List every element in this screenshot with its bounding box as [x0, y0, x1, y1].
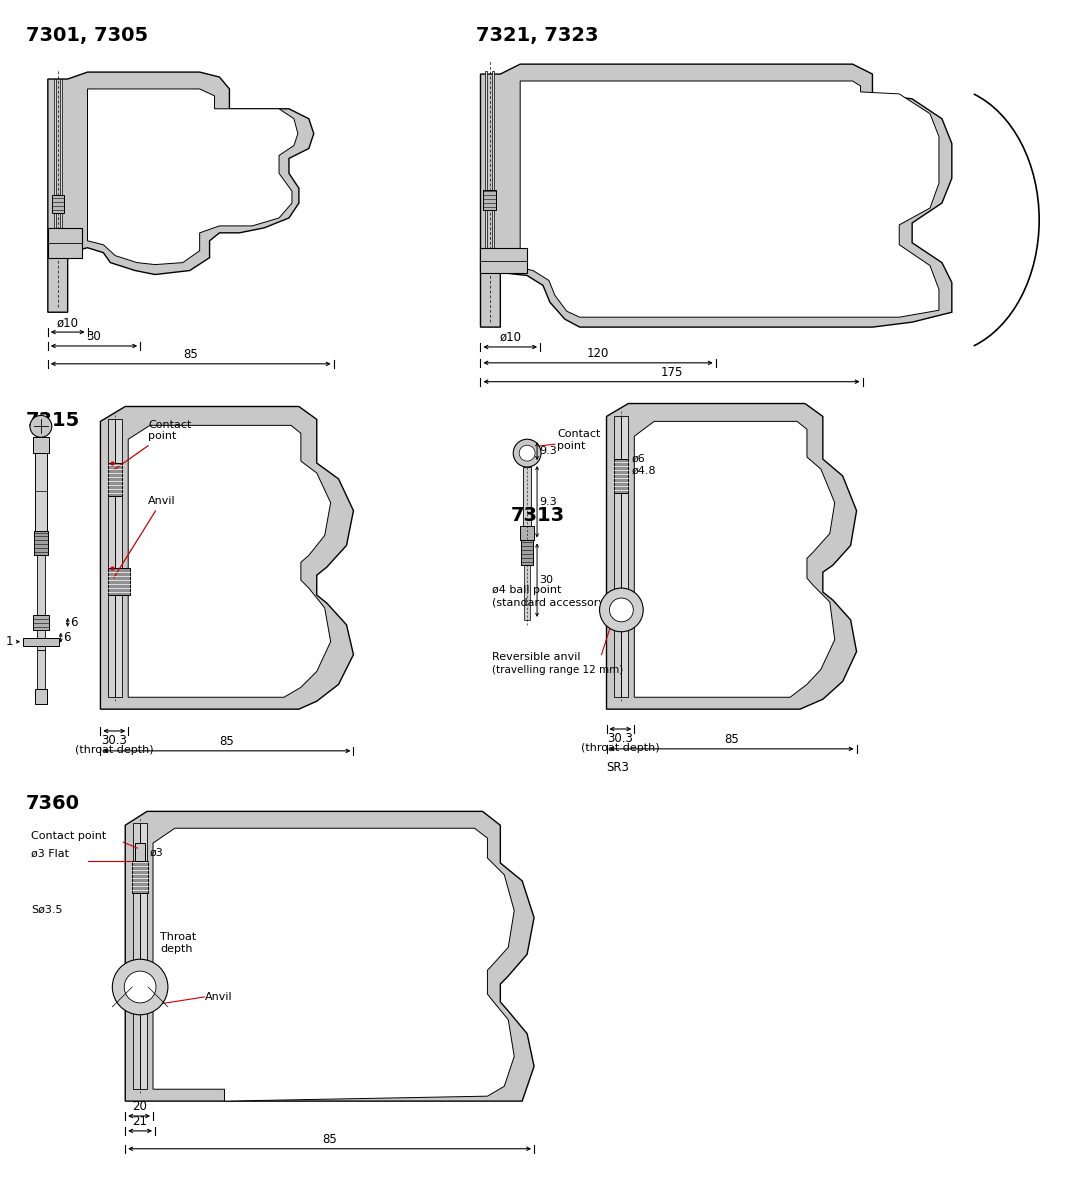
Text: point: point — [557, 442, 585, 451]
Text: ø3 Flat: ø3 Flat — [31, 848, 68, 859]
Polygon shape — [35, 454, 47, 530]
Text: Anvil: Anvil — [114, 496, 176, 577]
Circle shape — [30, 415, 52, 437]
Text: ø6: ø6 — [631, 454, 645, 464]
Text: 21: 21 — [132, 1115, 148, 1128]
Polygon shape — [135, 844, 146, 860]
Polygon shape — [520, 82, 939, 317]
Polygon shape — [37, 556, 45, 614]
Circle shape — [599, 588, 643, 631]
Polygon shape — [100, 407, 353, 709]
Text: (throat depth): (throat depth) — [581, 743, 659, 752]
Polygon shape — [480, 64, 951, 328]
Circle shape — [124, 971, 156, 1003]
Text: 30: 30 — [87, 330, 101, 343]
Polygon shape — [132, 860, 148, 893]
Text: 85: 85 — [724, 733, 738, 746]
Text: ø4.8: ø4.8 — [631, 466, 656, 476]
Polygon shape — [52, 196, 64, 212]
Polygon shape — [34, 530, 48, 556]
Polygon shape — [115, 419, 123, 697]
Polygon shape — [140, 823, 147, 1090]
Text: Reversible anvil: Reversible anvil — [492, 652, 581, 661]
Polygon shape — [23, 637, 59, 646]
Polygon shape — [134, 823, 140, 1090]
Text: Throat
depth: Throat depth — [160, 932, 197, 954]
Text: SR3: SR3 — [606, 761, 630, 774]
Polygon shape — [125, 811, 534, 1102]
Circle shape — [112, 959, 168, 1015]
Text: 9.3: 9.3 — [539, 446, 557, 456]
Polygon shape — [109, 569, 130, 595]
Text: 175: 175 — [660, 366, 683, 379]
Polygon shape — [621, 416, 629, 697]
Polygon shape — [606, 403, 857, 709]
Polygon shape — [60, 79, 62, 242]
Text: ø3: ø3 — [150, 848, 164, 858]
Text: 30.3: 30.3 — [101, 734, 127, 746]
Text: 7360: 7360 — [26, 793, 80, 812]
Polygon shape — [109, 463, 123, 496]
Text: ø10: ø10 — [56, 316, 78, 329]
Polygon shape — [615, 460, 629, 493]
Polygon shape — [492, 71, 494, 247]
Polygon shape — [483, 190, 496, 210]
Text: 20: 20 — [131, 1100, 147, 1114]
Polygon shape — [54, 79, 55, 242]
Text: (standard accessory): (standard accessory) — [492, 598, 609, 608]
Polygon shape — [523, 467, 531, 526]
Polygon shape — [525, 565, 530, 620]
Text: 7315: 7315 — [26, 412, 80, 431]
Text: Contact point: Contact point — [31, 832, 106, 841]
Polygon shape — [128, 425, 330, 697]
Text: 7301, 7305: 7301, 7305 — [26, 26, 148, 46]
Circle shape — [514, 439, 541, 467]
Text: 85: 85 — [184, 348, 198, 361]
Text: 85: 85 — [219, 734, 235, 748]
Polygon shape — [37, 630, 45, 649]
Text: 7321, 7323: 7321, 7323 — [476, 26, 598, 46]
Polygon shape — [485, 71, 488, 247]
Polygon shape — [33, 614, 49, 630]
Text: (throat depth): (throat depth) — [75, 745, 153, 755]
Text: Contact
point: Contact point — [115, 420, 191, 469]
Polygon shape — [615, 416, 621, 697]
Polygon shape — [520, 526, 534, 540]
Polygon shape — [88, 89, 298, 264]
Polygon shape — [48, 228, 81, 258]
Text: ø4 ball point: ø4 ball point — [492, 586, 561, 595]
Polygon shape — [35, 689, 47, 704]
Text: (travelling range 12 mm): (travelling range 12 mm) — [492, 665, 623, 674]
Polygon shape — [109, 419, 115, 697]
Text: Contact: Contact — [557, 430, 601, 439]
Text: 30: 30 — [539, 575, 553, 586]
Polygon shape — [153, 828, 515, 1102]
Text: 6: 6 — [63, 631, 71, 644]
Text: 6: 6 — [70, 617, 77, 629]
Polygon shape — [480, 247, 527, 272]
Polygon shape — [48, 72, 314, 312]
Polygon shape — [37, 649, 45, 689]
Text: ø10: ø10 — [500, 331, 521, 344]
Polygon shape — [521, 540, 533, 565]
Text: 7313: 7313 — [510, 505, 565, 524]
Circle shape — [519, 445, 535, 461]
Polygon shape — [33, 437, 49, 454]
Text: Anvil: Anvil — [204, 992, 232, 1002]
Text: 1: 1 — [5, 635, 13, 648]
Circle shape — [609, 598, 633, 622]
Text: 9.3: 9.3 — [539, 497, 557, 506]
Text: 30.3: 30.3 — [607, 732, 633, 745]
Text: Sø3.5: Sø3.5 — [31, 905, 63, 914]
Text: 120: 120 — [586, 347, 609, 360]
Text: 85: 85 — [323, 1133, 337, 1146]
Polygon shape — [634, 421, 835, 697]
